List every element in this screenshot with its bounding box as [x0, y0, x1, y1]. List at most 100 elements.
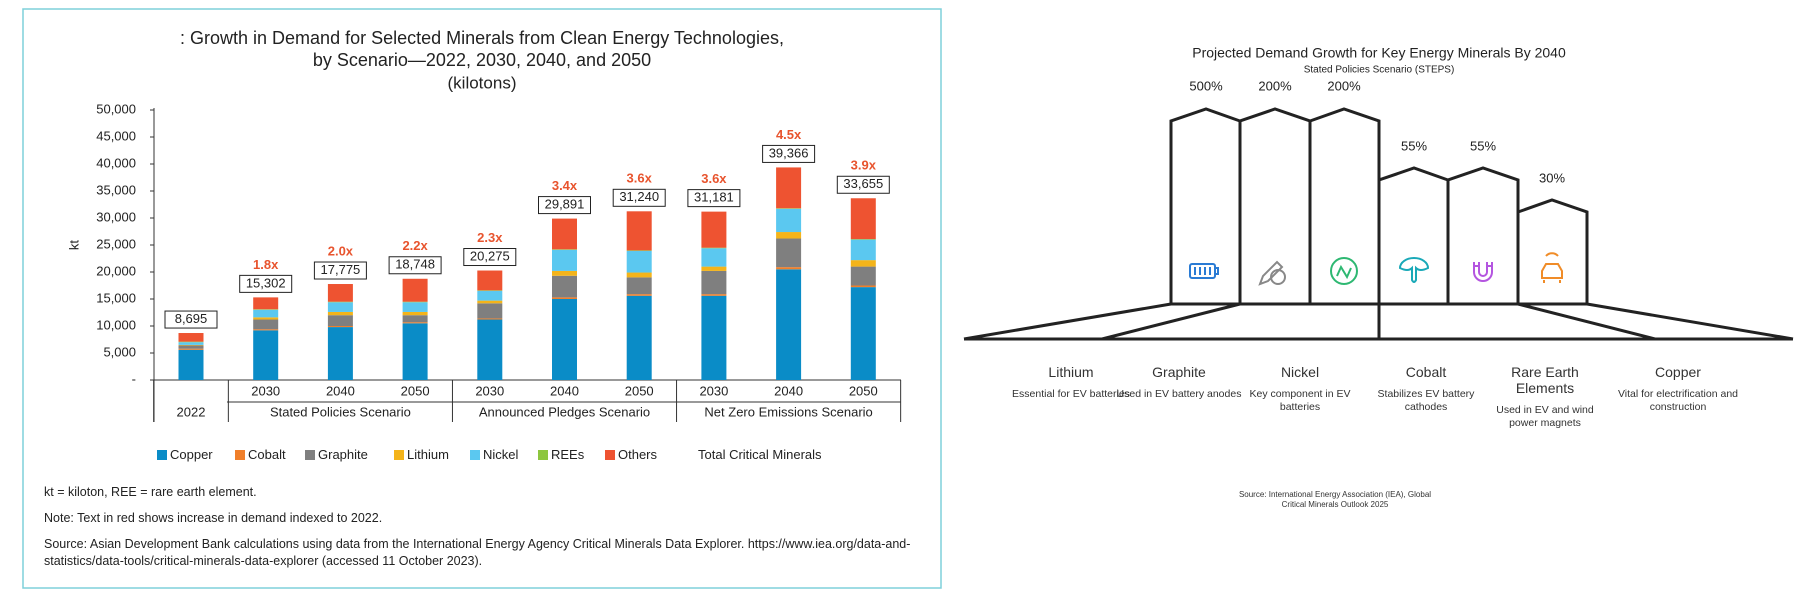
total-box: [388, 256, 442, 275]
multiplier-label: 4.5x: [776, 127, 802, 142]
group-label: Stated Policies Scenario: [270, 404, 411, 419]
bar-segment: [776, 167, 802, 209]
growth-label: 30%: [1539, 170, 1565, 185]
legend-label: REEs: [551, 447, 585, 462]
legend-label: Copper: [170, 447, 213, 462]
mineral-item: Lithium Essential for EV batteries: [1006, 364, 1136, 401]
bar-segment: [477, 290, 503, 301]
x-tick-label: 2050: [401, 383, 430, 398]
total-box: [164, 310, 218, 329]
mineral-item: Rare Earth Elements Used in EV and wind p…: [1490, 364, 1600, 430]
chart-title: by Scenario—2022, 2030, 2040, and 2050: [313, 50, 651, 70]
total-box: [836, 175, 890, 194]
total-box: [538, 196, 591, 215]
bar-segment: [178, 333, 204, 342]
y-tick-label: 40,000: [96, 155, 136, 170]
mineral-name: Nickel: [1280, 364, 1320, 380]
bar-segment: [178, 344, 204, 346]
x-tick-label: 2030: [475, 383, 504, 398]
bar-segment: [776, 208, 802, 209]
bar-segment: [327, 284, 353, 302]
mineral-description: Essential for EV batteries: [1012, 388, 1130, 400]
bar-segment: [776, 208, 802, 233]
bar-segment: [253, 329, 279, 331]
note: Note: Text in red shows increase in dema…: [44, 511, 383, 525]
icons: [1189, 252, 1563, 286]
x-tick-label: 2050: [849, 383, 878, 398]
bar-segment: [626, 295, 652, 380]
y-tick-label: 20,000: [96, 263, 136, 278]
total-box: [463, 248, 517, 267]
bar-segment: [402, 302, 428, 312]
bar-segment: [327, 327, 353, 380]
total-box: [762, 144, 816, 163]
y-tick-label: 15,000: [96, 290, 136, 305]
legend-swatch: [305, 450, 315, 460]
x-tick-label: 2040: [550, 383, 579, 398]
bar-segment: [477, 318, 503, 320]
y-tick-label: 10,000: [96, 317, 136, 332]
total-box: [612, 188, 666, 207]
y-tick-label: 45,000: [96, 128, 136, 143]
legend-label: Total Critical Minerals: [698, 447, 822, 462]
bar-segment: [253, 317, 279, 320]
group-label: Announced Pledges Scenario: [479, 404, 650, 419]
y-axis-label: kt: [66, 240, 81, 251]
note: Source: Asian Development Bank calculati…: [44, 537, 911, 568]
bar-segment: [327, 302, 353, 312]
cobalt-icon: [1398, 257, 1430, 283]
mineral-name: Rare Earth Elements: [1511, 364, 1579, 396]
multiplier-label: 2.0x: [328, 243, 354, 258]
total-label: 17,775: [321, 262, 361, 277]
pencil-icon: [1258, 260, 1286, 286]
source: Source: International Energy Association…: [1238, 490, 1432, 509]
nickel-icon: [1330, 257, 1358, 285]
bar-segment: [552, 299, 577, 380]
y-tick-label: 30,000: [96, 209, 136, 224]
total-label: 29,891: [545, 197, 585, 212]
bar-segment: [477, 303, 503, 319]
x-tick-label: 2022: [177, 404, 206, 419]
bar-segment: [178, 342, 204, 345]
mineral-name: Graphite: [1152, 364, 1206, 380]
bar-segment: [850, 287, 876, 380]
bar-segment: [477, 270, 503, 291]
column: [1377, 166, 1450, 304]
mineral-name: Lithium: [1048, 364, 1094, 380]
total-box: [313, 261, 367, 280]
bar-segment: [626, 294, 652, 296]
total-label: 18,748: [395, 257, 435, 272]
bar-segment: [626, 277, 652, 295]
bar-segment: [626, 272, 652, 278]
chart-title: : Growth in Demand for Selected Minerals…: [180, 28, 784, 48]
bar-segment: [253, 330, 279, 380]
column: [1516, 198, 1589, 304]
car-icon: [1541, 252, 1563, 283]
bar-segment: [477, 290, 503, 291]
legend-swatch: [470, 450, 480, 460]
bar-segment: [178, 348, 204, 350]
bar-segment: [327, 311, 353, 316]
bar-segment: [850, 239, 876, 240]
bar-segment: [178, 345, 204, 349]
bar-segment: [402, 315, 428, 323]
multiplier-label: 3.6x: [701, 171, 727, 186]
mineral-name: Copper: [1655, 364, 1701, 380]
legend-swatch: [538, 450, 548, 460]
infographic-subtitle: Stated Policies Scenario (STEPS): [1304, 65, 1455, 76]
bar-segment: [253, 297, 279, 310]
mineral-item: Nickel Key component in EV batteries: [1235, 364, 1365, 414]
bar-segment: [477, 300, 503, 304]
bar-segment: [402, 301, 428, 303]
bar-segment: [701, 294, 727, 296]
multiplier-label: 3.6x: [627, 171, 653, 186]
bar-segment: [552, 218, 577, 250]
legend-swatch: [157, 450, 167, 460]
x-tick-label: 2030: [699, 383, 728, 398]
infographic-title: Projected Demand Growth for Key Energy M…: [1192, 45, 1566, 61]
infographic-shapes: [963, 107, 1794, 341]
growth-label: 200%: [1327, 78, 1361, 93]
bar-segment: [178, 349, 204, 380]
growth-label: 55%: [1470, 138, 1496, 153]
